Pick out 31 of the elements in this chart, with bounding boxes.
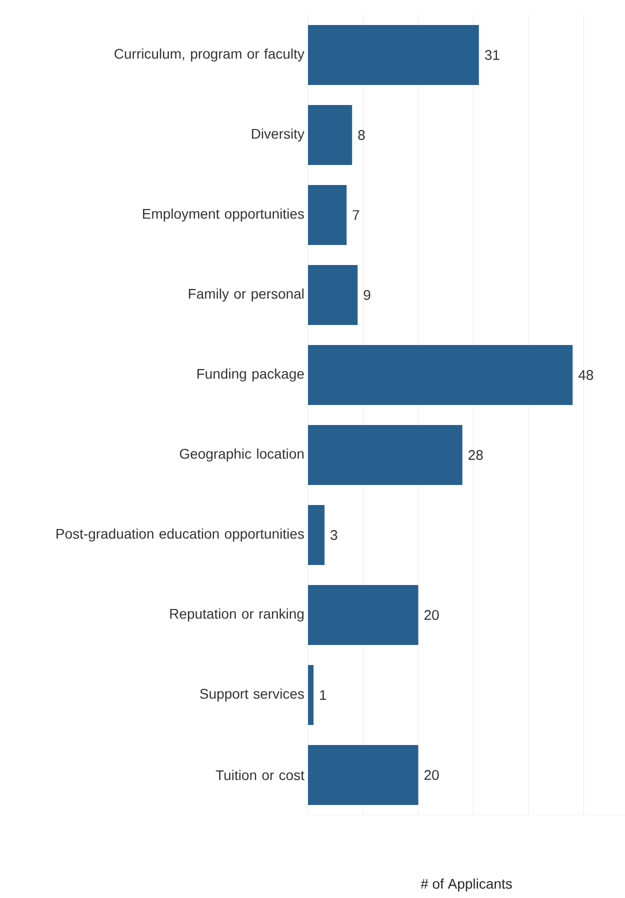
bar [308,425,462,486]
y-tick-label: Diversity [252,128,304,142]
data-label: 3 [330,530,338,540]
data-label: 20 [424,770,439,780]
bar [308,345,573,406]
y-tick-label: Tuition or cost [216,770,304,780]
data-label: 20 [424,610,439,620]
data-label: 31 [484,50,500,60]
y-tick-label: Curriculum, program or faculty [114,48,304,62]
y-tick-label: Funding package [197,368,304,382]
y-tick-label: Reputation or ranking [170,608,304,622]
y-tick-label: Geographic location [180,448,304,462]
data-label: 9 [364,290,370,300]
data-label: 48 [578,370,594,380]
y-tick-label: Support services [200,688,304,702]
y-tick-label: Post-graduation education opportunities [56,528,304,542]
bar [308,745,418,806]
bar [308,505,325,566]
data-label: 1 [320,690,326,700]
y-tick-label: Employment opportunities [142,208,304,222]
bar [308,185,347,246]
data-label: 7 [352,210,360,220]
data-label: 28 [468,450,483,460]
x-axis-title: # of Applicants [420,878,512,892]
bar [308,105,352,166]
bar [308,265,358,326]
y-tick-label: Family or personal [188,288,304,302]
data-label: 8 [358,130,365,140]
bar [308,585,418,646]
bar [308,25,479,86]
bar [308,665,314,726]
